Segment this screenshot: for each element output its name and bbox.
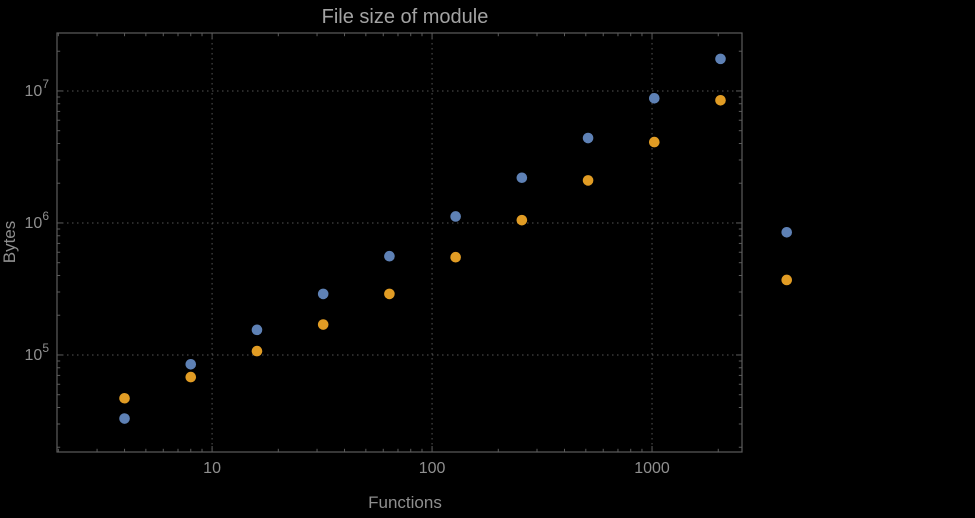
x-tick-labels: 10 100 1000: [203, 460, 670, 477]
data-point: [119, 392, 130, 404]
data-point: [185, 371, 197, 383]
data-point: [317, 288, 329, 300]
x-axis-label: Functions: [368, 493, 442, 512]
data-point: [450, 251, 461, 263]
data-point: [450, 211, 461, 222]
y-axis-label: Bytes: [0, 221, 19, 264]
data-point: [715, 94, 726, 106]
data-point: [516, 214, 528, 226]
x-tick-label: 100: [419, 460, 446, 477]
data-point: [251, 345, 263, 357]
data-point: [582, 175, 594, 186]
data-point: [781, 274, 793, 286]
data-point: [648, 92, 660, 104]
x-tick-label: 1000: [634, 460, 670, 477]
y-tick-labels: 105 106 107: [25, 77, 50, 364]
data-point: [516, 172, 528, 184]
data-points: [119, 53, 793, 424]
axis-ticks: [57, 33, 742, 452]
data-point: [251, 324, 263, 336]
data-point: [384, 288, 395, 300]
y-tick-label: 106: [25, 209, 50, 232]
data-point: [582, 132, 594, 144]
chart-title: File size of module: [322, 6, 489, 28]
plot-frame: [56, 32, 743, 453]
series-1-blue: [119, 53, 793, 424]
y-tick-label: 107: [25, 77, 50, 100]
series-2-orange: [119, 94, 793, 404]
y-tick-label: 105: [25, 341, 50, 364]
x-tick-label: 10: [203, 460, 221, 477]
data-point: [715, 53, 726, 65]
data-point: [317, 319, 329, 330]
data-point: [185, 358, 197, 370]
data-point: [781, 226, 793, 238]
gridlines: [57, 33, 742, 452]
data-point: [648, 136, 660, 148]
data-point: [119, 413, 130, 424]
data-point: [384, 250, 395, 262]
